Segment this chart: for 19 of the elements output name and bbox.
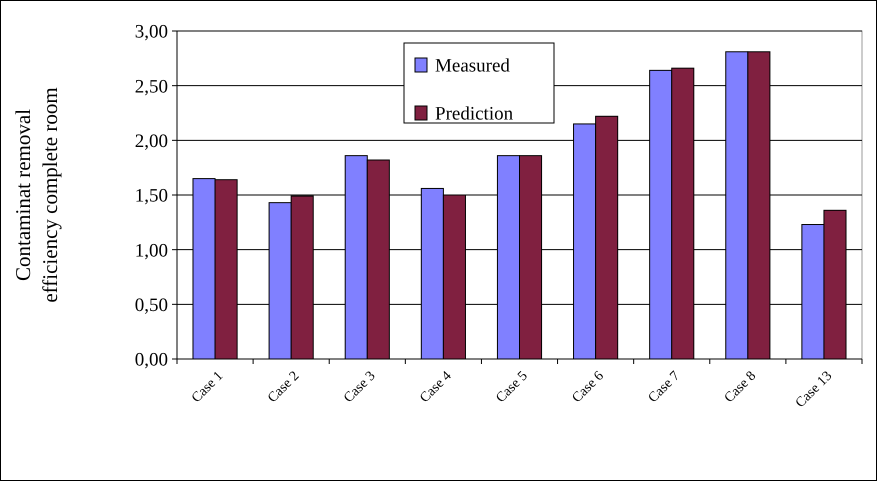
y-tick-label: 0,50	[134, 294, 168, 316]
x-tick-label: Case 8	[722, 368, 760, 406]
legend-label: Prediction	[435, 104, 514, 125]
y-axis-title: Contaminat removal efficiency complete room	[11, 87, 62, 303]
y-tick-label: 2,00	[134, 130, 168, 152]
y-tick-label: 1,00	[134, 240, 168, 262]
x-tick-label: Case 6	[570, 368, 607, 406]
x-tick-label: Case 2	[265, 368, 302, 406]
x-tick-label: Case 1	[189, 368, 226, 406]
x-tick-label: Case 7	[646, 368, 684, 406]
y-tick-label: 1,50	[134, 186, 168, 207]
legend-label: Measured	[435, 56, 510, 77]
x-tick-label: Case 13	[793, 368, 836, 411]
y-tick-label: 0,00	[134, 350, 168, 371]
x-tick-label: Case 3	[341, 368, 379, 406]
x-tick-label: Case 4	[417, 368, 455, 406]
y-tick-label: 3,00	[134, 22, 168, 43]
y-tick-label: 2,50	[134, 76, 168, 98]
x-tick-label: Case 5	[494, 368, 531, 406]
